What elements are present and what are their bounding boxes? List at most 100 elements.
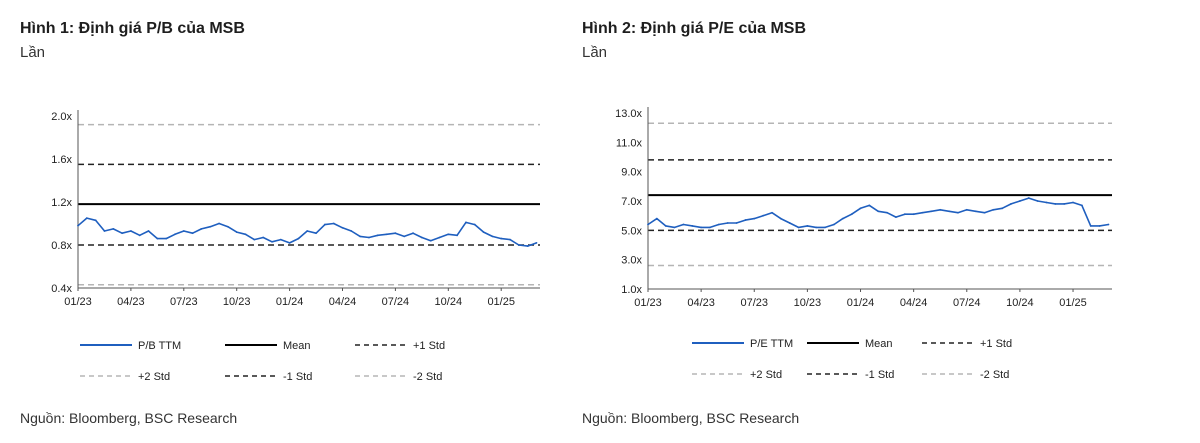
y-tick-label: 13.0x	[615, 108, 642, 120]
data-point	[709, 226, 711, 229]
data-point	[868, 204, 871, 207]
data-point	[482, 231, 485, 234]
data-point	[877, 210, 880, 213]
source-note: Nguồn: Bloomberg, BSC Research	[582, 410, 800, 426]
data-point	[895, 216, 897, 219]
data-point	[1080, 204, 1083, 207]
legend-label: -1 Std	[283, 371, 312, 383]
y-tick-label: 0.4x	[51, 283, 72, 295]
data-point	[420, 236, 423, 239]
data-point	[965, 208, 968, 211]
data-point	[526, 245, 529, 247]
data-point	[376, 234, 379, 237]
legend-label: +2 Std	[750, 369, 782, 381]
data-point	[517, 244, 520, 246]
data-point	[156, 237, 159, 240]
data-point	[912, 213, 915, 216]
x-tick-label: 10/24	[435, 296, 463, 308]
data-point	[1072, 201, 1074, 204]
data-point	[429, 239, 432, 242]
data-point	[271, 240, 273, 243]
data-point	[412, 232, 414, 235]
data-point	[182, 230, 185, 232]
data-point	[94, 219, 97, 222]
x-tick-label: 07/23	[170, 296, 198, 308]
data-point	[253, 238, 256, 241]
data-point	[735, 222, 738, 224]
data-point	[921, 211, 924, 214]
data-point	[1036, 200, 1039, 202]
data-point	[682, 223, 685, 226]
data-point	[165, 237, 168, 240]
data-point	[438, 236, 441, 239]
x-tick-label: 04/23	[687, 297, 715, 309]
data-point	[1001, 207, 1004, 210]
data-point	[130, 230, 132, 232]
data-point	[1010, 203, 1012, 205]
data-point	[1098, 225, 1101, 227]
data-point	[491, 235, 494, 238]
legend-label: Mean	[283, 340, 311, 352]
legend-label: -1 Std	[865, 369, 894, 381]
data-point	[815, 226, 818, 229]
y-tick-label: 9.0x	[621, 167, 642, 179]
data-point	[1063, 203, 1066, 205]
data-point	[1089, 225, 1092, 227]
series-line	[647, 197, 1109, 229]
data-point	[509, 238, 511, 241]
y-tick-label: 3.0x	[621, 255, 642, 267]
x-tick-label: 04/23	[117, 296, 145, 308]
data-point	[332, 222, 335, 225]
legend-label: +2 Std	[138, 371, 170, 383]
data-point	[1045, 201, 1048, 204]
data-point	[903, 213, 906, 216]
data-point	[647, 223, 649, 226]
data-point	[833, 223, 835, 226]
data-point	[306, 230, 309, 232]
x-tick-label: 10/24	[1006, 297, 1034, 309]
series-line	[77, 217, 537, 247]
data-point	[138, 234, 141, 237]
data-point	[948, 210, 950, 213]
data-point	[112, 227, 115, 230]
data-point	[315, 232, 317, 235]
x-tick-label: 01/24	[276, 296, 304, 308]
chart-panel-pe: Hình 2: Định giá P/E của MSB Lần 1.0x 3.0…	[582, 0, 1142, 443]
data-point	[500, 237, 503, 240]
data-point	[121, 232, 123, 235]
y-tick-label: 1.0x	[621, 284, 642, 296]
data-point	[797, 226, 800, 229]
data-point	[886, 211, 888, 214]
legend-label: +1 Std	[980, 338, 1012, 350]
x-tick-label: 01/25	[1059, 297, 1087, 309]
source-note: Nguồn: Bloomberg, BSC Research	[20, 410, 238, 426]
legend-label: Mean	[865, 338, 893, 350]
data-point	[147, 230, 150, 232]
y-tick-label: 2.0x	[51, 111, 72, 123]
data-point	[323, 223, 326, 226]
data-point	[939, 208, 942, 211]
data-point	[762, 214, 765, 217]
data-point	[535, 241, 538, 244]
data-point	[717, 223, 720, 226]
data-point	[753, 217, 756, 220]
data-point	[465, 221, 467, 224]
data-point	[664, 225, 667, 227]
data-point	[77, 224, 79, 227]
data-point	[350, 230, 353, 232]
data-point	[859, 207, 862, 210]
data-point	[297, 237, 300, 240]
data-point	[209, 225, 212, 228]
data-point	[930, 210, 933, 213]
unit-label: Lần	[20, 44, 46, 61]
data-point	[1107, 223, 1110, 226]
legend-label: +1 Std	[413, 340, 445, 352]
data-point	[824, 226, 826, 229]
y-tick-label: 1.2x	[51, 197, 72, 209]
data-point	[235, 231, 238, 234]
y-tick-label: 0.8x	[51, 240, 72, 252]
data-point	[779, 217, 782, 220]
data-point	[788, 222, 791, 224]
x-tick-label: 10/23	[223, 296, 251, 308]
data-point	[191, 232, 194, 235]
